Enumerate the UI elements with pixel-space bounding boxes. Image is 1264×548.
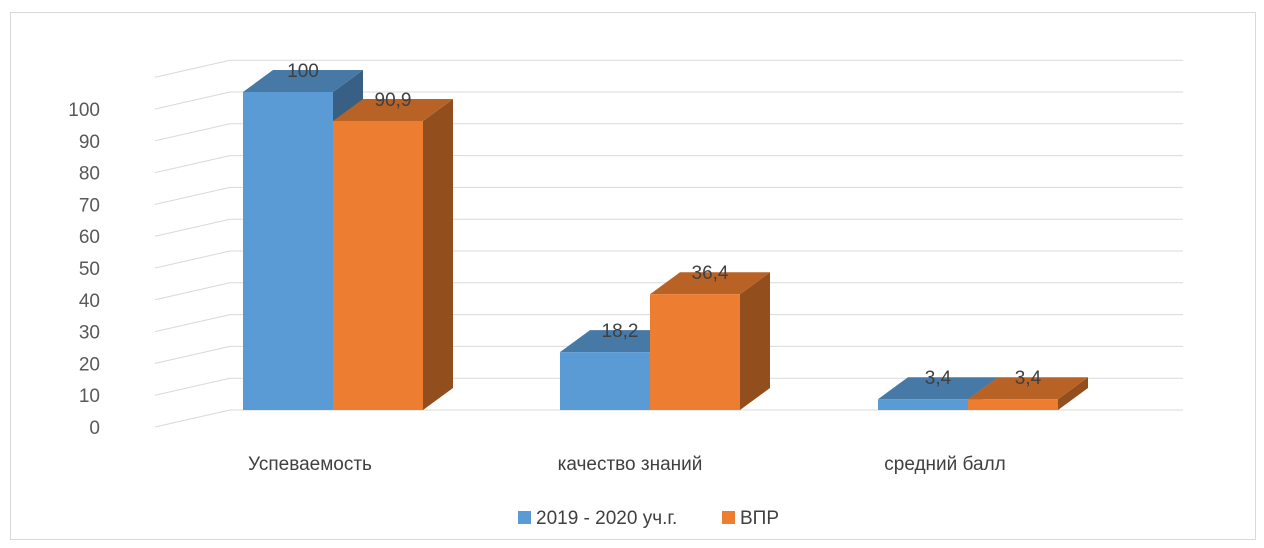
data-label: 3,4	[1015, 368, 1042, 389]
gridline-diagonal	[154, 314, 231, 333]
legend: 2019 - 2020 уч.г. ВПР	[518, 508, 779, 529]
legend-label: 2019 - 2020 уч.г.	[536, 508, 677, 529]
legend-label: ВПР	[740, 508, 779, 529]
gridline-diagonal	[154, 155, 231, 174]
y-tick-label: 0	[89, 418, 100, 439]
y-tick-label: 50	[79, 259, 100, 280]
data-label: 18,2	[602, 321, 639, 342]
bar-top	[878, 377, 998, 400]
legend-item: 2019 - 2020 уч.г.	[518, 508, 677, 529]
gridline-diagonal	[154, 377, 231, 396]
gridline-diagonal	[154, 345, 231, 364]
gridline-diagonal	[154, 59, 231, 78]
category-label: качество знаний	[558, 454, 703, 475]
bar-front	[333, 120, 423, 411]
category-label: средний балл	[884, 454, 1006, 475]
bar-front	[243, 92, 333, 410]
gridline-diagonal	[154, 186, 231, 205]
bar	[333, 98, 453, 411]
gridline-diagonal	[154, 409, 231, 428]
bar-side	[423, 98, 453, 411]
y-tick-label: 40	[79, 291, 100, 312]
data-label: 100	[287, 61, 319, 82]
data-label: 90,9	[375, 90, 412, 111]
gridline-diagonal	[154, 91, 231, 110]
bar-front	[650, 294, 740, 410]
y-tick-label: 30	[79, 323, 100, 344]
category-label: Успеваемость	[248, 454, 372, 475]
bar-front	[878, 399, 968, 410]
bar-top	[968, 377, 1088, 400]
gridline-diagonal	[154, 218, 231, 237]
data-label: 3,4	[925, 368, 952, 389]
y-tick-label: 90	[79, 132, 100, 153]
y-tick-label: 80	[79, 164, 100, 185]
data-label: 36,4	[692, 263, 729, 284]
bar-front	[560, 352, 650, 410]
legend-swatch	[518, 511, 531, 524]
data-labels: 100 90,9 18,2 36,4 3,4 3,4	[287, 61, 1041, 389]
bar	[968, 377, 1088, 410]
bars	[243, 70, 1088, 411]
bar-front	[968, 399, 1058, 410]
x-axis-categories: Успеваемость качество знаний средний балл	[248, 454, 1006, 475]
y-axis-ticks: 0 10 20 30 40 50 60 70 80 90 100	[68, 100, 100, 439]
y-tick-label: 100	[68, 100, 100, 121]
gridline-diagonal	[154, 250, 231, 269]
bar-side	[740, 272, 770, 410]
bar-side	[1058, 377, 1088, 410]
chart-frame	[10, 12, 1256, 540]
y-tick-label: 70	[79, 195, 100, 216]
y-tick-label: 20	[79, 354, 100, 375]
bar	[650, 272, 770, 410]
legend-swatch	[722, 511, 735, 524]
bar-top	[333, 98, 453, 121]
bar-top	[243, 70, 363, 92]
gridline-diagonal	[154, 123, 231, 142]
legend-item: ВПР	[722, 508, 779, 529]
bar-top	[650, 272, 770, 295]
y-tick-label: 60	[79, 227, 100, 248]
gridline-diagonal	[154, 282, 231, 301]
y-tick-label: 10	[79, 386, 100, 407]
